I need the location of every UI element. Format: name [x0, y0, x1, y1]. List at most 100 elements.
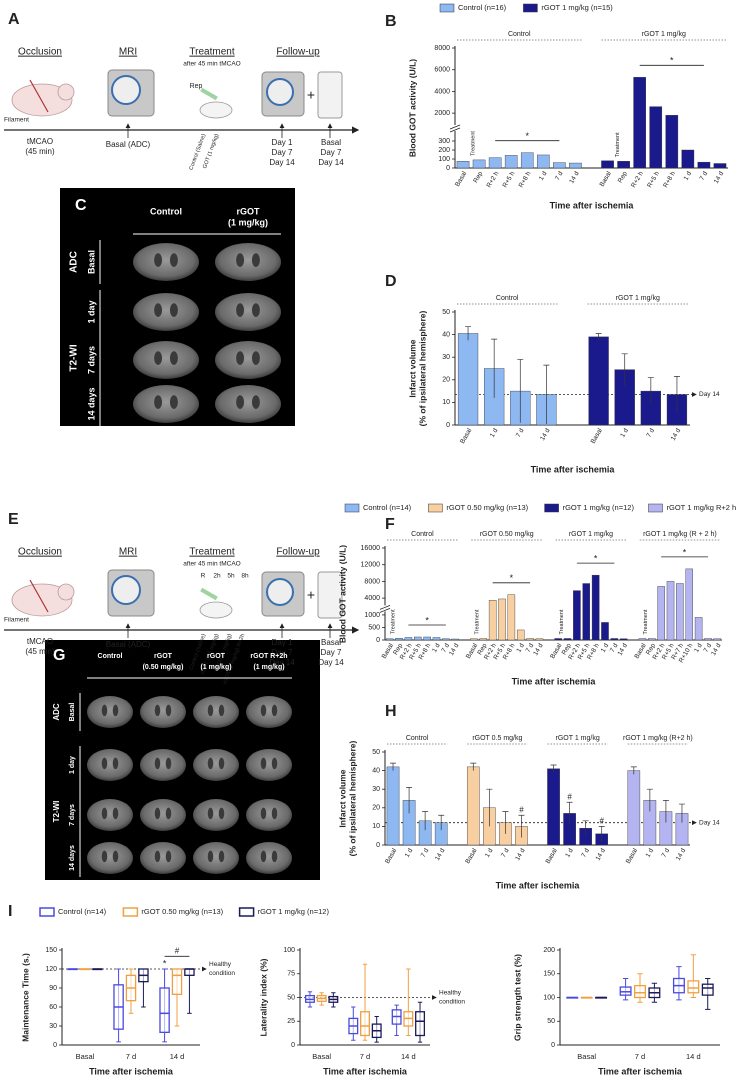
y-tick-label: 12000 [361, 562, 381, 569]
occlusion-time: tMCAO [27, 637, 53, 646]
x-tick-label: 14 d [434, 847, 447, 862]
mri-ventricle [101, 704, 108, 717]
x-tick-label: Basal [464, 847, 478, 865]
y-tick-label: 10 [372, 823, 380, 830]
mri-ventricle [236, 351, 245, 365]
mri-ventricle [101, 850, 108, 863]
group-label: Control [508, 31, 531, 38]
legend-swatch [648, 503, 663, 513]
x-tick-label: 1 d [431, 642, 442, 654]
legend-swatch [523, 3, 538, 13]
box [159, 987, 170, 1033]
step-title: Follow-up [276, 47, 320, 58]
mri-ventricle [271, 757, 278, 770]
mri-ventricle [154, 757, 161, 770]
step-title: Occlusion [18, 547, 62, 558]
reference-label: Day 14 [699, 819, 720, 826]
mri-bore [266, 78, 294, 106]
bar [569, 162, 582, 169]
row-group-label: T2-WI [52, 801, 61, 823]
significance-star: * [683, 547, 687, 557]
x-tick-label: Basal [76, 1052, 95, 1061]
x-tick-label: 7 d [360, 1052, 370, 1061]
group-label: Control [496, 295, 519, 302]
group-label: rGOT 1 mg/kg (R + 2 h) [643, 531, 717, 538]
x-tick-label: 14 d [675, 847, 688, 862]
column-header: rGOT [207, 653, 226, 660]
significance-star: * [510, 573, 514, 583]
y-axis-title: (% of ipsilateral hemisphere) [417, 310, 427, 426]
bar [648, 638, 656, 641]
followup-day: Day 7 [321, 148, 342, 157]
y-tick-label: 4000 [364, 595, 380, 602]
mri-image [246, 749, 292, 781]
y-tick-label: 60 [49, 1004, 57, 1011]
treatment-label: Treatment [475, 609, 481, 634]
group-label: Control [406, 735, 429, 742]
row-label: 7 days [69, 804, 76, 826]
x-tick-label: R+5 h [646, 170, 661, 189]
y-axis-title: (% of ipsilateral hemisphere) [347, 740, 357, 856]
bar [504, 155, 518, 169]
mri-time: Basal (ADC) [106, 140, 151, 149]
x-tick-label: Rep [617, 170, 629, 184]
x-tick-label: 1 d [645, 847, 656, 859]
legend-swatch [122, 907, 139, 917]
panel-letter: A [8, 11, 20, 28]
column-header: (0.50 mg/kg) [143, 664, 184, 671]
legend-swatch [344, 503, 360, 513]
legend-label: rGOT 0.50 mg/kg (n=13) [141, 907, 223, 916]
x-tick-label: 7 d [580, 847, 591, 859]
mouse-icon [11, 583, 73, 617]
error-bar [491, 338, 498, 398]
mri-image [133, 293, 199, 331]
y-tick-label: 0 [551, 1042, 555, 1049]
x-tick-label: 14 d [617, 642, 630, 657]
followup-day: Day 14 [269, 658, 295, 667]
mri-ventricle [207, 807, 214, 820]
y-tick-label: 100 [543, 994, 555, 1001]
group-label: rGOT 1 mg/kg [556, 735, 600, 742]
mri-image [246, 696, 292, 728]
mri-bore [111, 575, 141, 605]
row-group-label: ADC [69, 251, 80, 273]
x-tick-label: R+8 h [518, 170, 533, 189]
column-header: (1 mg/kg) [228, 217, 268, 227]
plus-sign: + [307, 587, 315, 603]
bar [488, 157, 502, 169]
mri-image [193, 749, 239, 781]
y-tick-label: 40 [372, 767, 380, 774]
y-axis-title: Infarct volume [407, 339, 417, 397]
mri-image [133, 341, 199, 379]
occlusion-time: tMCAO [27, 137, 53, 146]
x-tick-label: 1 d [484, 847, 495, 859]
bar [676, 583, 684, 641]
mri-bore [111, 75, 141, 105]
bar [685, 568, 693, 641]
x-tick-label: Basal [545, 847, 559, 865]
mri-image [87, 842, 133, 874]
panel-letter: D [385, 273, 397, 290]
x-tick-label: 7 d [525, 642, 536, 654]
followup-day: Day 14 [269, 158, 295, 167]
mri-ventricle [236, 253, 245, 267]
x-axis-title: Time after ischemia [598, 1066, 683, 1076]
x-tick-label: R+2 h [486, 170, 501, 189]
y-tick-label: 0 [376, 842, 380, 849]
filament-line [29, 79, 49, 113]
bar [619, 638, 628, 641]
box [687, 980, 700, 994]
axis-break-gap [381, 605, 389, 612]
y-axis-title: Blood GOT activity (U/L) [337, 545, 347, 643]
column-header: rGOT R+2h [250, 653, 287, 660]
x-tick-label: 7 d [635, 1052, 645, 1061]
x-axis-title: Time after ischemia [89, 1066, 174, 1076]
mri-ventricle [169, 253, 178, 267]
syringe [200, 587, 218, 601]
x-tick-label: 7 d [645, 427, 656, 439]
bar [665, 115, 679, 169]
step-title: Treatment [189, 547, 234, 558]
reference-label: Day 14 [699, 391, 720, 398]
mri-ventricle [218, 850, 225, 863]
followup-day: Day 1 [272, 638, 293, 647]
